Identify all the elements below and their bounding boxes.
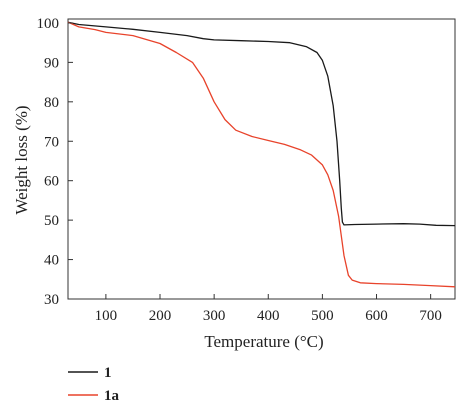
- legend-label-1: 1: [104, 365, 112, 381]
- x-tick-label: 100: [95, 308, 118, 324]
- x-tick-label: 200: [149, 308, 172, 324]
- y-tick-label: 80: [44, 95, 59, 111]
- y-tick-label: 40: [44, 253, 59, 269]
- x-tick-label: 500: [311, 308, 334, 324]
- legend-label-1a: 1a: [104, 388, 120, 404]
- legend: 11a: [68, 365, 120, 404]
- plot-frame: [67, 18, 456, 300]
- y-tick-label: 50: [44, 213, 59, 229]
- y-tick-label: 100: [37, 16, 60, 32]
- x-tick-label: 600: [365, 308, 388, 324]
- y-tick-label: 70: [44, 134, 59, 150]
- series-line-1: [67, 21, 456, 227]
- y-tick-label: 30: [44, 292, 59, 308]
- x-tick-label: 400: [257, 308, 280, 324]
- series-line-1a: [67, 21, 456, 288]
- x-axis-title: Temperature (°C): [204, 332, 323, 351]
- y-axis-title: Weight loss (%): [12, 105, 31, 214]
- x-tick-label: 300: [203, 308, 226, 324]
- x-tick-label: 700: [419, 308, 442, 324]
- y-tick-label: 90: [44, 55, 59, 71]
- y-tick-label: 60: [44, 174, 59, 190]
